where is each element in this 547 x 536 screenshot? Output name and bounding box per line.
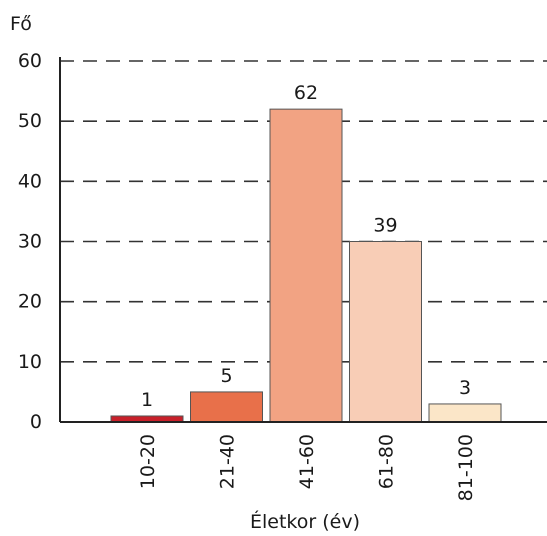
- bar-61-80: [349, 241, 422, 423]
- y-tick-label: 0: [30, 411, 42, 433]
- y-tick-label: 60: [18, 50, 42, 72]
- y-tick-label: 40: [18, 170, 42, 192]
- data-label-81-100: 3: [459, 377, 471, 399]
- y-tick-label: 10: [18, 351, 42, 373]
- data-label-41-60: 62: [294, 82, 318, 104]
- x-tick-label-10-20: 10-20: [137, 434, 159, 489]
- x-tick-label-41-60: 41-60: [296, 434, 318, 489]
- bar-81-100: [428, 403, 502, 423]
- x-axis-label: Életkor (év): [250, 510, 360, 533]
- x-tick-label-61-80: 61-80: [376, 434, 398, 489]
- data-label-21-40: 5: [220, 365, 232, 387]
- bars: [110, 108, 502, 423]
- data-label-61-80: 39: [373, 215, 397, 237]
- y-tick-label: 30: [18, 231, 42, 253]
- x-axis-ticks: 10-20 21-40 41-60 61-80 81-100: [137, 434, 477, 501]
- bar-41-60: [269, 108, 343, 423]
- data-label-10-20: 1: [141, 389, 153, 411]
- x-tick-label-21-40: 21-40: [217, 434, 239, 489]
- value-labels: 1 5 62 39 3: [141, 82, 471, 411]
- y-tick-label: 20: [18, 291, 42, 313]
- y-axis-ticks: 0 10 20 30 40 50 60: [18, 50, 42, 433]
- y-tick-label: 50: [18, 110, 42, 132]
- bar-21-40: [190, 391, 263, 423]
- x-tick-label-81-100: 81-100: [455, 434, 477, 501]
- y-axis-label: Fő: [10, 13, 32, 35]
